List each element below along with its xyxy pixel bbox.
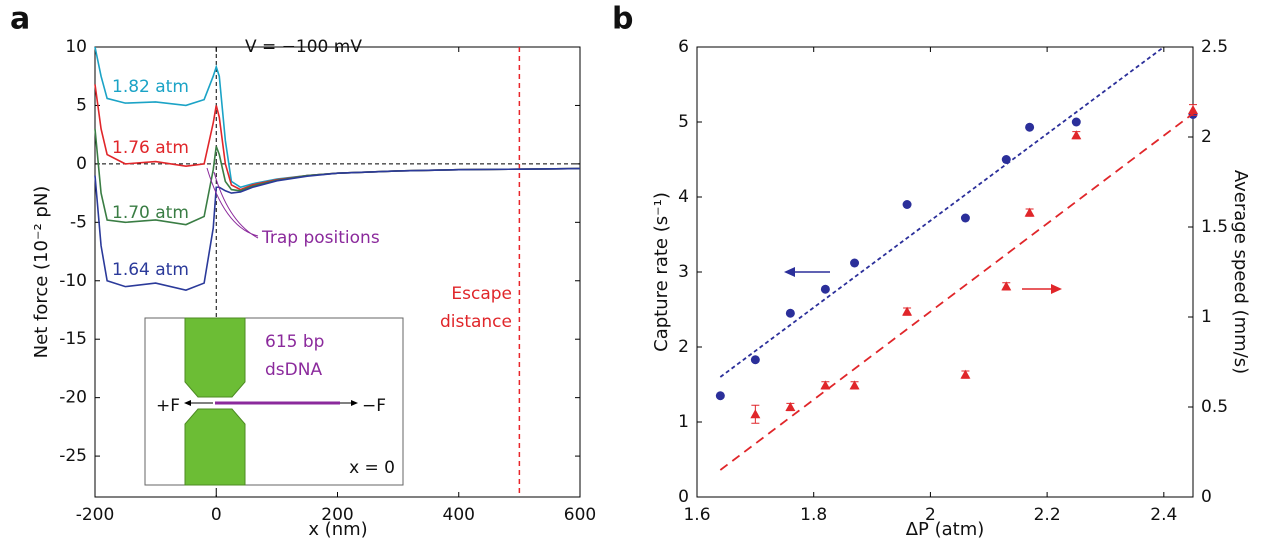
annotation: distance bbox=[440, 312, 512, 332]
data-point bbox=[715, 391, 725, 401]
x-axis-label: x (nm) bbox=[308, 519, 367, 540]
y-tick-label: 0 bbox=[76, 154, 87, 174]
y-tick-label: 4 bbox=[678, 187, 689, 207]
arrow-head bbox=[784, 267, 795, 277]
data-point bbox=[902, 306, 913, 316]
y-tick-label: -10 bbox=[59, 271, 87, 291]
y-tick-label: 10 bbox=[65, 37, 87, 57]
inset-label: −F bbox=[362, 396, 386, 416]
data-point bbox=[850, 258, 860, 268]
y-tick-label: 1 bbox=[678, 412, 689, 432]
y2-tick-label: 1 bbox=[1201, 307, 1212, 327]
x-tick-label: 600 bbox=[564, 505, 596, 525]
axes-frame bbox=[94, 46, 581, 498]
x-tick-label: 1.6 bbox=[683, 505, 710, 525]
y2-tick-label: 0.5 bbox=[1201, 397, 1228, 417]
series-label: 1.70 atm bbox=[112, 203, 189, 223]
y-tick-label: 5 bbox=[678, 112, 689, 132]
data-point bbox=[849, 380, 860, 390]
y-tick-label: 5 bbox=[76, 95, 87, 115]
y2-tick-label: 2.5 bbox=[1201, 37, 1228, 57]
inset: 615 bp dsDNA +F −F x = 0 bbox=[144, 317, 404, 486]
x-tick-label: 1.8 bbox=[800, 505, 827, 525]
data-point bbox=[1001, 281, 1012, 291]
force-curve bbox=[94, 46, 581, 189]
x-tick-label: 200 bbox=[321, 505, 353, 525]
y-axis-label: Net force (10⁻² pN) bbox=[31, 186, 52, 359]
y-tick-label: -25 bbox=[59, 446, 87, 466]
x-tick-label: 2.4 bbox=[1150, 505, 1177, 525]
data-point bbox=[960, 213, 970, 223]
arrow-head bbox=[1051, 284, 1062, 294]
data-point bbox=[960, 369, 971, 379]
inset-label: x = 0 bbox=[349, 458, 395, 478]
data-point bbox=[785, 402, 796, 411]
arrow-head bbox=[351, 400, 358, 406]
data-point bbox=[902, 200, 912, 209]
axes-frame bbox=[696, 46, 1194, 498]
pore-top bbox=[184, 317, 246, 398]
x-tick-label: -200 bbox=[76, 505, 115, 525]
data-point bbox=[1188, 105, 1198, 114]
pore-bottom bbox=[184, 408, 246, 486]
y-tick-label: 6 bbox=[678, 37, 689, 57]
y-tick-label: -5 bbox=[70, 212, 87, 232]
fit-line bbox=[719, 112, 1194, 471]
x-tick-label: 400 bbox=[443, 505, 475, 525]
panel-letter: b bbox=[612, 2, 633, 37]
x-tick-label: 2 bbox=[925, 505, 936, 525]
panel-letter: a bbox=[10, 2, 30, 37]
x-tick-label: 2.2 bbox=[1034, 505, 1061, 525]
annotation: Trap positions bbox=[261, 228, 380, 248]
force-curve bbox=[94, 167, 581, 291]
trap-pointer bbox=[206, 167, 259, 239]
y-tick-label: -20 bbox=[59, 388, 87, 408]
series-label: 1.64 atm bbox=[112, 260, 189, 280]
series-label: 1.82 atm bbox=[112, 77, 189, 97]
data-point bbox=[820, 380, 831, 390]
x-axis-label: ΔP (atm) bbox=[906, 519, 985, 540]
series-label: 1.76 atm bbox=[112, 138, 189, 158]
inset-label: 615 bp bbox=[265, 332, 324, 352]
inset-label: dsDNA bbox=[265, 360, 322, 380]
y-tick-label: 2 bbox=[678, 337, 689, 357]
fit-line bbox=[719, 46, 1165, 378]
y-tick-label: 3 bbox=[678, 262, 689, 282]
y-axis-label: Capture rate (s⁻¹) bbox=[651, 192, 672, 352]
annotation: Escape bbox=[451, 284, 512, 304]
data-point bbox=[1071, 117, 1081, 127]
x-tick-label: 0 bbox=[211, 505, 222, 525]
data-point bbox=[1025, 122, 1035, 132]
data-point bbox=[750, 409, 761, 419]
data-point bbox=[820, 284, 830, 294]
annotation: V = −100 mV bbox=[245, 37, 362, 57]
y2-tick-label: 2 bbox=[1201, 127, 1212, 147]
data-point bbox=[750, 355, 760, 365]
y2-tick-label: 1.5 bbox=[1201, 217, 1228, 237]
y-tick-label: -15 bbox=[59, 329, 87, 349]
y2-axis-label: Average speed (mm/s) bbox=[1230, 170, 1251, 374]
y2-tick-label: 0 bbox=[1201, 487, 1212, 507]
data-point bbox=[1024, 207, 1035, 217]
arrow-head bbox=[184, 400, 191, 406]
inset-label: +F bbox=[156, 396, 180, 416]
y-tick-label: 0 bbox=[678, 487, 689, 507]
data-point bbox=[1071, 130, 1082, 140]
data-point bbox=[785, 308, 795, 318]
